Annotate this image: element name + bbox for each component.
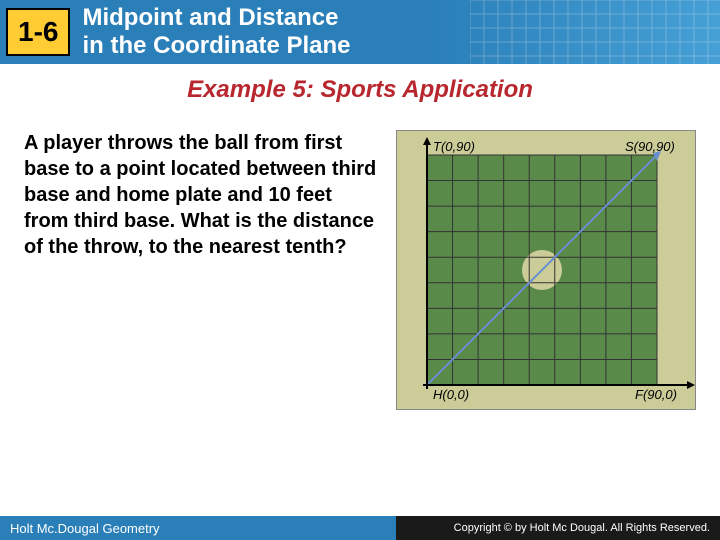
header-title-line1: Midpoint and Distance [82, 4, 350, 32]
point-F-label: F(90,0) [635, 387, 677, 402]
footer-left: Holt Mc.Dougal Geometry [10, 521, 160, 536]
section-badge: 1-6 [6, 8, 70, 56]
slide-footer: Holt Mc.Dougal Geometry Copyright © by H… [0, 516, 720, 540]
header-grid-deco [470, 0, 720, 64]
point-H-label: H(0,0) [433, 387, 469, 402]
baseball-diagram: T(0,90) S(90,90) H(0,0) F(90,0) [396, 130, 696, 410]
header-title: Midpoint and Distance in the Coordinate … [82, 4, 350, 59]
y-axis-arrow [423, 137, 431, 145]
point-S-label: S(90,90) [625, 139, 675, 154]
slide-content: Example 5: Sports Application A player t… [0, 64, 720, 410]
point-T-label: T(0,90) [433, 139, 475, 154]
problem-text: A player throws the ball from first base… [24, 130, 380, 260]
body-row: A player throws the ball from first base… [24, 130, 696, 410]
x-axis-arrow [687, 381, 695, 389]
slide-header: 1-6 Midpoint and Distance in the Coordin… [0, 0, 720, 64]
diagram-overlay [397, 131, 697, 411]
diagonal-line [427, 155, 657, 385]
example-title: Example 5: Sports Application [24, 76, 696, 104]
footer-right: Copyright © by Holt Mc Dougal. All Right… [454, 522, 710, 534]
header-title-line2: in the Coordinate Plane [82, 32, 350, 60]
